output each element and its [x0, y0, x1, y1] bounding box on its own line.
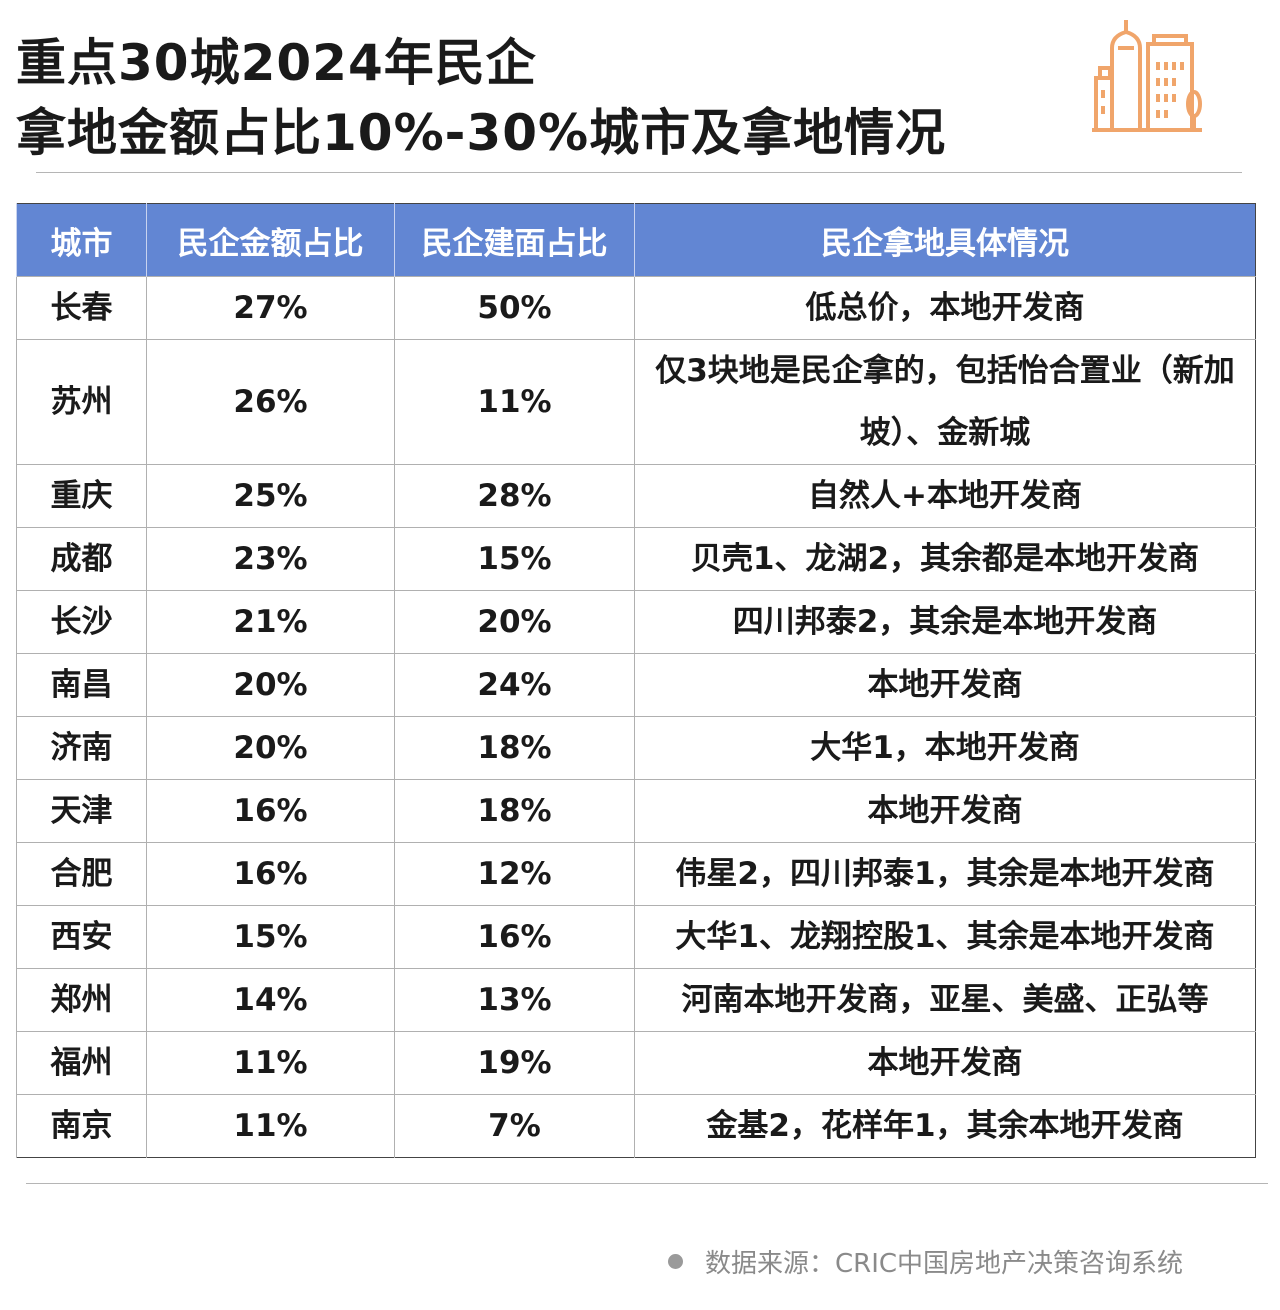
cell-city: 成都 — [16, 527, 147, 591]
table-row: 郑州 14% 13% 河南本地开发商，亚星、美盛、正弘等 — [16, 968, 1256, 1032]
cell-area-share: 20% — [394, 590, 635, 654]
cell-area-share: 24% — [394, 653, 635, 717]
footer-divider — [26, 1183, 1268, 1184]
cell-amount-share: 20% — [146, 716, 395, 780]
cell-details: 本地开发商 — [634, 1031, 1256, 1095]
cell-details: 大华1、龙翔控股1、其余是本地开发商 — [634, 905, 1256, 969]
cell-city: 南京 — [16, 1094, 147, 1158]
cell-area-share: 13% — [394, 968, 635, 1032]
title-line-2: 拿地金额占比10%-30%城市及拿地情况 — [16, 104, 947, 162]
cell-amount-share: 11% — [146, 1094, 395, 1158]
cell-amount-share: 16% — [146, 779, 395, 843]
data-table: 城市 民企金额占比 民企建面占比 民企拿地具体情况 长春 27% 50% 低总价，本地开发商… — [16, 203, 1256, 1158]
table-row: 南昌 20% 24% 本地开发商 — [16, 653, 1256, 717]
cell-details: 大华1，本地开发商 — [634, 716, 1256, 780]
cell-city: 重庆 — [16, 464, 147, 528]
source-note: 数据来源：CRIC中国房地产决策咨询系统 — [668, 1243, 1183, 1280]
cell-area-share: 18% — [394, 716, 635, 780]
table-row: 长春 27% 50% 低总价，本地开发商 — [16, 276, 1256, 340]
cell-area-share: 18% — [394, 779, 635, 843]
cell-amount-share: 27% — [146, 276, 395, 340]
source-text: 数据来源：CRIC中国房地产决策咨询系统 — [705, 1249, 1184, 1279]
table-row: 西安 15% 16% 大华1、龙翔控股1、其余是本地开发商 — [16, 905, 1256, 969]
cell-details: 河南本地开发商，亚星、美盛、正弘等 — [634, 968, 1256, 1032]
cell-details: 自然人+本地开发商 — [634, 464, 1256, 528]
cell-city: 长春 — [16, 276, 147, 340]
cell-city: 天津 — [16, 779, 147, 843]
column-header-amount-share: 民企金额占比 — [146, 203, 395, 277]
cell-amount-share: 20% — [146, 653, 395, 717]
cell-amount-share: 15% — [146, 905, 395, 969]
cell-amount-share: 21% — [146, 590, 395, 654]
column-header-details: 民企拿地具体情况 — [634, 203, 1256, 277]
page-title: 重点30城2024年民企 拿地金额占比10%-30%城市及拿地情况 — [16, 28, 946, 168]
cell-city: 长沙 — [16, 590, 147, 654]
cell-area-share: 28% — [394, 464, 635, 528]
cell-amount-share: 11% — [146, 1031, 395, 1095]
cell-details: 仅3块地是民企拿的，包括怡合置业（新加坡）、金新城 — [634, 339, 1256, 465]
table-row: 苏州 26% 11% 仅3块地是民企拿的，包括怡合置业（新加坡）、金新城 — [16, 339, 1256, 465]
cell-city: 济南 — [16, 716, 147, 780]
cell-city: 南昌 — [16, 653, 147, 717]
cell-details: 四川邦泰2，其余是本地开发商 — [634, 590, 1256, 654]
title-divider — [36, 172, 1242, 173]
cell-amount-share: 16% — [146, 842, 395, 906]
table-row: 福州 11% 19% 本地开发商 — [16, 1031, 1256, 1095]
cell-details: 本地开发商 — [634, 653, 1256, 717]
column-header-city: 城市 — [16, 203, 147, 277]
cell-area-share: 11% — [394, 339, 635, 465]
cell-city: 苏州 — [16, 339, 147, 465]
cell-area-share: 19% — [394, 1031, 635, 1095]
cell-city: 福州 — [16, 1031, 147, 1095]
title-line-1: 重点30城2024年民企 — [16, 34, 537, 92]
cell-amount-share: 26% — [146, 339, 395, 465]
table-row: 成都 23% 15% 贝壳1、龙湖2，其余都是本地开发商 — [16, 527, 1256, 591]
cell-details: 贝壳1、龙湖2，其余都是本地开发商 — [634, 527, 1256, 591]
cell-details: 金基2，花样年1，其余本地开发商 — [634, 1094, 1256, 1158]
cell-details: 伟星2，四川邦泰1，其余是本地开发商 — [634, 842, 1256, 906]
cell-area-share: 50% — [394, 276, 635, 340]
cell-details: 本地开发商 — [634, 779, 1256, 843]
table-row: 重庆 25% 28% 自然人+本地开发商 — [16, 464, 1256, 528]
cell-city: 郑州 — [16, 968, 147, 1032]
cell-area-share: 15% — [394, 527, 635, 591]
table-row: 长沙 21% 20% 四川邦泰2，其余是本地开发商 — [16, 590, 1256, 654]
cell-amount-share: 23% — [146, 527, 395, 591]
cell-area-share: 16% — [394, 905, 635, 969]
table-row: 合肥 16% 12% 伟星2，四川邦泰1，其余是本地开发商 — [16, 842, 1256, 906]
table-row: 南京 11% 7% 金基2，花样年1，其余本地开发商 — [16, 1094, 1256, 1158]
column-header-area-share: 民企建面占比 — [394, 203, 635, 277]
cell-details: 低总价，本地开发商 — [634, 276, 1256, 340]
bullet-dot-icon — [668, 1254, 683, 1269]
city-buildings-icon — [1092, 20, 1202, 132]
cell-amount-share: 14% — [146, 968, 395, 1032]
cell-amount-share: 25% — [146, 464, 395, 528]
cell-city: 西安 — [16, 905, 147, 969]
table-row: 天津 16% 18% 本地开发商 — [16, 779, 1256, 843]
cell-city: 合肥 — [16, 842, 147, 906]
cell-area-share: 12% — [394, 842, 635, 906]
cell-area-share: 7% — [394, 1094, 635, 1158]
table-row: 济南 20% 18% 大华1，本地开发商 — [16, 716, 1256, 780]
table-header-row: 城市 民企金额占比 民企建面占比 民企拿地具体情况 — [16, 203, 1256, 277]
